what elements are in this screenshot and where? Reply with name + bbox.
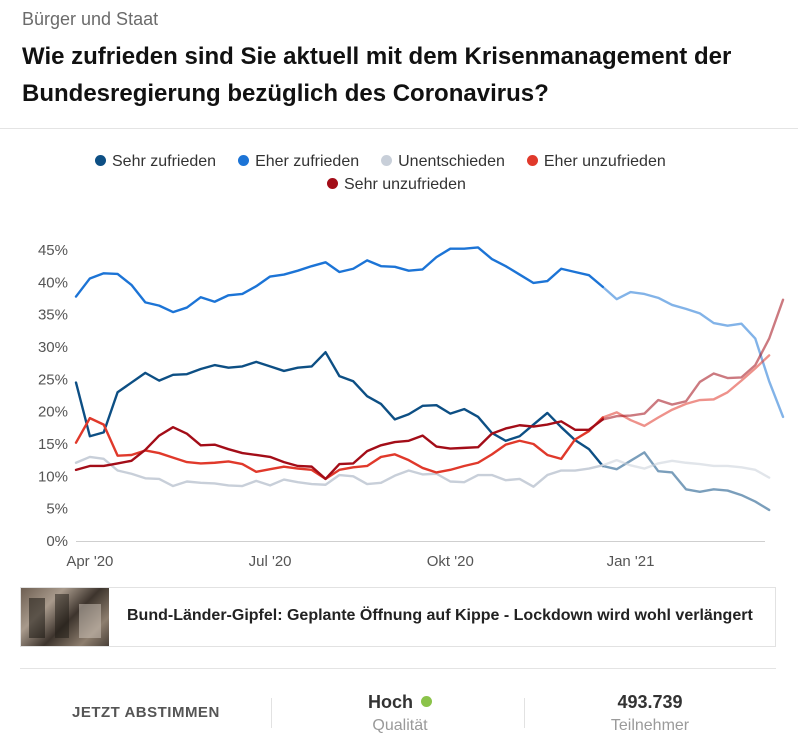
quality-value: Hoch	[368, 692, 413, 712]
y-tick-label: 40%	[38, 274, 68, 291]
article-headline[interactable]: Bund-Länder-Gipfel: Geplante Öffnung auf…	[127, 607, 753, 624]
series-line-sehr-zufrieden	[74, 350, 605, 468]
legend-label: Sehr zufrieden	[112, 153, 217, 170]
participants-value: 493.739	[617, 692, 683, 712]
series-line-sehr-unzufrieden	[74, 418, 605, 481]
poll-title: Wie zufrieden sind Sie aktuell mit dem K…	[22, 43, 732, 107]
series-line-eher-unzufrieden	[74, 416, 605, 481]
x-tick-label: Jan '21	[607, 553, 655, 570]
legend-item[interactable]: Eher unzufrieden	[526, 153, 666, 171]
participants-label: Teilnehmer	[610, 717, 690, 734]
vote-now-button[interactable]: JETZT ABSTIMMEN	[72, 704, 220, 721]
divider	[20, 668, 776, 669]
line-chart: 0% 5% 10% 15% 20% 25% 30% 35% 40% 45% Apr '20 Jul '…	[38, 242, 785, 570]
x-tick-label: Okt '20	[427, 553, 474, 570]
article-thumbnail	[21, 588, 109, 646]
series-line-recent-eher-unzufrieden	[601, 354, 771, 428]
series-line-recent-sehr-unzufrieden	[601, 298, 785, 421]
series-line-eher-zufrieden	[74, 246, 605, 314]
y-tick-label: 0%	[46, 533, 68, 550]
series-line-recent-eher-zufrieden	[601, 285, 785, 419]
y-tick-label: 20%	[38, 404, 68, 421]
legend-item[interactable]: Unentschieden	[381, 153, 505, 171]
divider	[271, 698, 272, 728]
quality-label: Qualität	[372, 717, 428, 734]
legend-label: Eher zufrieden	[255, 153, 360, 170]
series-line-recent-unentschieden	[601, 458, 771, 479]
legend-item[interactable]: Sehr unzufrieden	[327, 176, 466, 194]
legend-marker-dot	[95, 155, 106, 166]
series-line-recent-sehr-zufrieden	[601, 451, 771, 512]
legend-marker-dot	[327, 178, 338, 189]
quality-indicator-dot	[421, 696, 432, 707]
category-label: Bürger und Staat	[22, 9, 159, 29]
legend-item[interactable]: Eher zufrieden	[238, 153, 359, 171]
legend-row: Sehr zufrieden Eher zufrieden Unentschiede…	[95, 153, 688, 171]
y-tick-label: 5%	[46, 501, 68, 518]
legend-row: Sehr unzufrieden	[327, 176, 488, 194]
y-tick-label: 45%	[38, 242, 68, 259]
legend-label: Unentschieden	[398, 153, 505, 170]
y-tick-label: 25%	[38, 371, 68, 388]
legend-marker-dot	[526, 155, 538, 166]
series-line-unentschieden	[74, 455, 605, 488]
legend-item[interactable]: Sehr zufrieden	[95, 153, 216, 171]
legend-label: Eher unzufrieden	[543, 153, 666, 170]
x-tick-label: Apr '20	[66, 553, 113, 570]
legend-label: Sehr unzufrieden	[344, 176, 466, 193]
y-tick-label: 15%	[38, 436, 68, 453]
x-tick-label: Jul '20	[249, 553, 292, 570]
y-tick-label: 10%	[38, 468, 68, 485]
participants-stat: 493.739 Teilnehmer	[570, 692, 730, 735]
divider	[524, 698, 525, 728]
y-tick-label: 35%	[38, 307, 68, 324]
quality-stat: Hoch Qualität	[320, 692, 480, 735]
related-article-card[interactable]: Bund-Länder-Gipfel: Geplante Öffnung auf…	[20, 587, 776, 647]
legend-marker-dot	[381, 155, 393, 166]
y-tick-label: 30%	[38, 339, 68, 356]
divider	[0, 128, 798, 129]
legend-marker-dot	[238, 155, 250, 166]
